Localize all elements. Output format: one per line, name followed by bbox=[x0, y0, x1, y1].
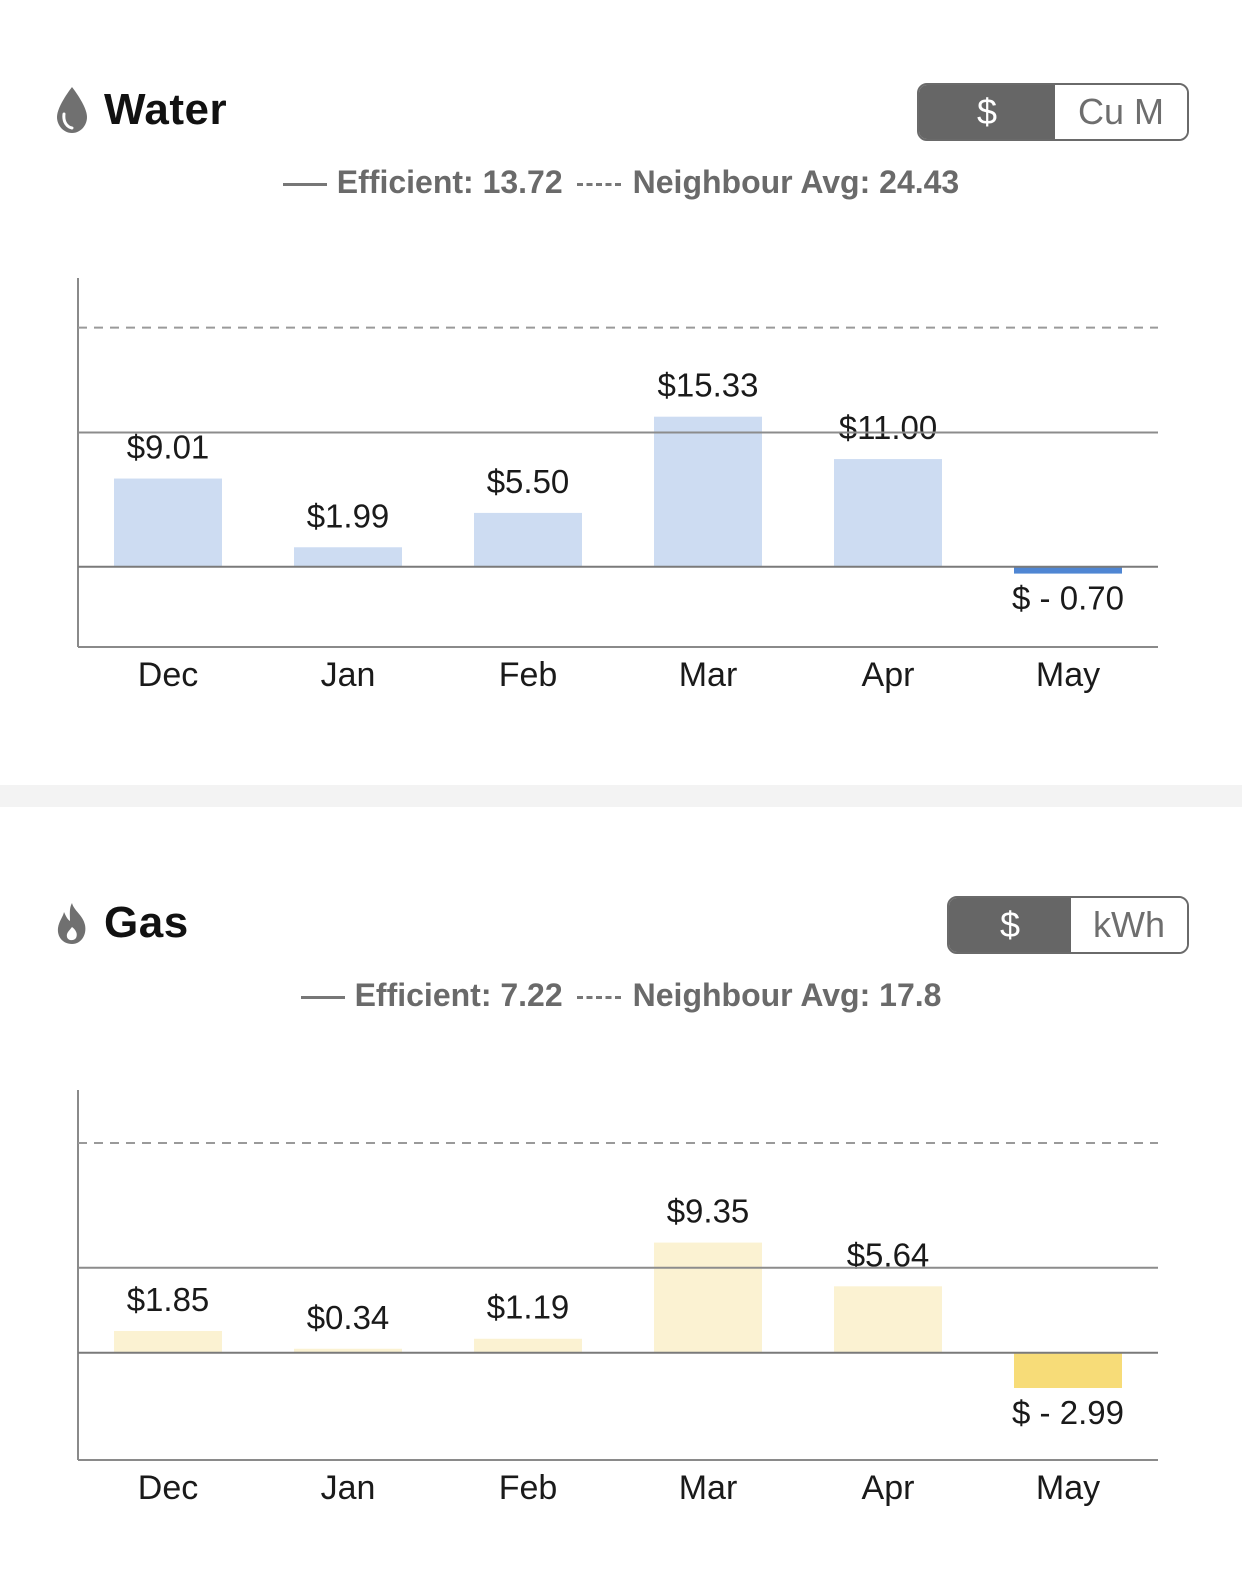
x-tick-label: Apr bbox=[862, 656, 915, 694]
x-tick-label: May bbox=[1036, 1469, 1100, 1507]
x-tick-label: Apr bbox=[862, 1469, 915, 1507]
x-tick-label: Mar bbox=[679, 656, 738, 694]
bar-value-label: $1.85 bbox=[127, 1281, 210, 1318]
x-tick-label: Jan bbox=[321, 1469, 376, 1507]
bar-value-label: $1.19 bbox=[487, 1289, 570, 1326]
bar-dec bbox=[114, 1330, 222, 1353]
water-cubic-meter-option[interactable]: Cu M bbox=[1055, 85, 1187, 139]
bar-mar bbox=[654, 416, 762, 567]
x-tick-label: Feb bbox=[499, 656, 558, 694]
efficient-line-swatch bbox=[300, 996, 345, 1000]
gas-bar-chart: $1.85Dec$0.34Jan$1.19Feb$9.35Mar$5.64Apr… bbox=[77, 1090, 1158, 1507]
water-efficient-label: Efficient: 13.72 bbox=[336, 164, 563, 200]
bar-value-label: $9.35 bbox=[667, 1193, 750, 1230]
bar-value-label: $5.50 bbox=[487, 463, 570, 500]
x-tick-label: Dec bbox=[138, 1469, 198, 1507]
gas-neighbour-label: Neighbour Avg: 17.8 bbox=[632, 977, 942, 1013]
bar-value-label: $ - 2.99 bbox=[1012, 1394, 1124, 1431]
gas-dollar-option[interactable]: $ bbox=[949, 898, 1071, 952]
gas-title: Gas bbox=[104, 898, 189, 947]
x-tick-label: May bbox=[1036, 656, 1100, 694]
bar-feb bbox=[474, 512, 582, 567]
x-tick-label: Feb bbox=[499, 1469, 558, 1507]
gas-legend: Efficient: 7.22 Neighbour Avg: 17.8 bbox=[0, 977, 1242, 1014]
efficient-line-swatch bbox=[282, 183, 327, 187]
bar-feb bbox=[474, 1338, 582, 1353]
water-unit-toggle: $ Cu M bbox=[917, 83, 1189, 141]
bar-value-label: $11.00 bbox=[839, 409, 937, 446]
gas-panel: Gas $ kWh Efficient: 7.22 Neighbour Avg: … bbox=[0, 807, 1242, 1574]
bar-may bbox=[1014, 1352, 1122, 1389]
x-tick-label: Jan bbox=[321, 656, 376, 694]
bar-value-label: $ - 0.70 bbox=[1012, 580, 1124, 617]
bar-apr bbox=[834, 1286, 942, 1353]
bar-value-label: $15.33 bbox=[658, 367, 759, 404]
neighbour-line-swatch bbox=[576, 996, 621, 1000]
bar-value-label: $9.01 bbox=[127, 429, 210, 466]
bar-mar bbox=[654, 1242, 762, 1353]
bar-dec bbox=[114, 478, 222, 567]
gas-kwh-option[interactable]: kWh bbox=[1071, 898, 1187, 952]
x-tick-label: Mar bbox=[679, 1469, 738, 1507]
bar-jan bbox=[294, 1348, 402, 1353]
flame-icon bbox=[57, 903, 86, 944]
water-panel: Water $ Cu M Efficient: 13.72 Neighbour A… bbox=[0, 0, 1242, 785]
water-drop-icon bbox=[57, 87, 87, 133]
section-separator bbox=[0, 785, 1242, 807]
gas-header: Gas bbox=[52, 897, 189, 949]
bar-value-label: $1.99 bbox=[307, 497, 390, 534]
gas-unit-toggle: $ kWh bbox=[947, 896, 1189, 954]
bar-may bbox=[1014, 566, 1122, 574]
water-dollar-option[interactable]: $ bbox=[919, 85, 1055, 139]
water-legend: Efficient: 13.72 Neighbour Avg: 24.43 bbox=[0, 164, 1242, 201]
bar-jan bbox=[294, 547, 402, 567]
bar-value-label: $0.34 bbox=[307, 1299, 390, 1336]
gas-efficient-label: Efficient: 7.22 bbox=[354, 977, 563, 1013]
x-tick-label: Dec bbox=[138, 656, 198, 694]
neighbour-line-swatch bbox=[576, 183, 621, 187]
water-neighbour-label: Neighbour Avg: 24.43 bbox=[632, 164, 960, 200]
water-title: Water bbox=[104, 85, 228, 134]
bar-apr bbox=[834, 459, 942, 567]
water-bar-chart: $9.01 Dec $1.99 Jan $5.50 Feb $15.33 Mar $11.00 A… bbox=[77, 278, 1158, 694]
water-header: Water bbox=[52, 84, 227, 136]
